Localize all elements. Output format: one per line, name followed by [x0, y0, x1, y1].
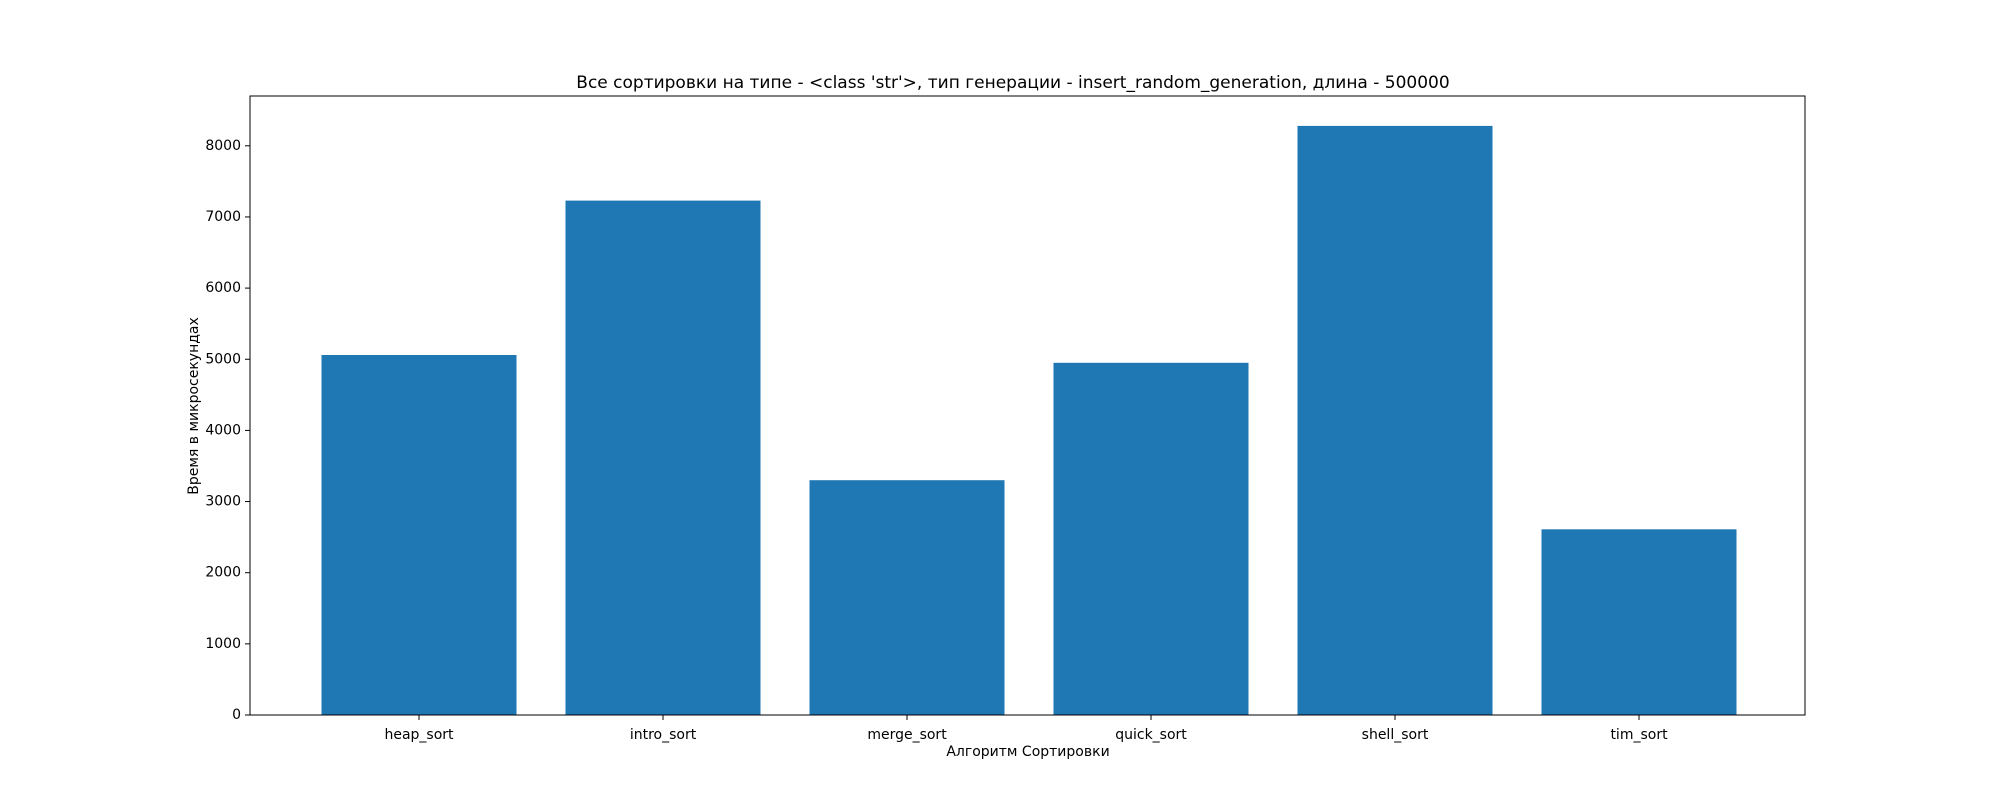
- bar-tim_sort: [1541, 529, 1737, 715]
- y-tick-label-1000: 1000: [205, 636, 241, 652]
- y-tick-label-6000: 6000: [205, 280, 241, 296]
- y-tick-label-5000: 5000: [205, 351, 241, 367]
- bar-heap_sort: [321, 355, 517, 715]
- x-axis: heap_sort intro_sort merge_sort quick_sort s…: [384, 715, 1668, 743]
- bar-shell_sort: [1297, 125, 1493, 715]
- y-tick-label-4000: 4000: [205, 422, 241, 438]
- y-tick-label-8000: 8000: [205, 138, 241, 154]
- bar-intro_sort: [565, 200, 761, 716]
- x-tick-label-tim_sort: tim_sort: [1610, 727, 1668, 743]
- y-tick-label-0: 0: [232, 707, 241, 723]
- y-tick-label-3000: 3000: [205, 494, 241, 510]
- y-axis-label: Время в микросекундах: [186, 317, 202, 495]
- x-tick-label-shell_sort: shell_sort: [1362, 727, 1429, 743]
- x-axis-label: Алгоритм Сортировки: [946, 744, 1109, 760]
- bar-merge_sort: [809, 480, 1005, 715]
- x-tick-label-intro_sort: intro_sort: [630, 727, 697, 743]
- plot-frame: [249, 95, 1806, 716]
- y-tick-label-2000: 2000: [205, 565, 241, 581]
- y-axis: 0 1000 2000 3000 4000 5000 6000 7000 8000: [205, 138, 250, 723]
- bars-layer: [321, 125, 1737, 716]
- y-tick-label-7000: 7000: [205, 209, 241, 225]
- chart-title: Все сортировки на типе - <class 'str'>, …: [576, 73, 1449, 93]
- x-tick-label-quick_sort: quick_sort: [1115, 727, 1187, 743]
- x-tick-label-heap_sort: heap_sort: [384, 727, 454, 743]
- x-tick-label-merge_sort: merge_sort: [867, 727, 947, 743]
- bar-quick_sort: [1053, 362, 1249, 715]
